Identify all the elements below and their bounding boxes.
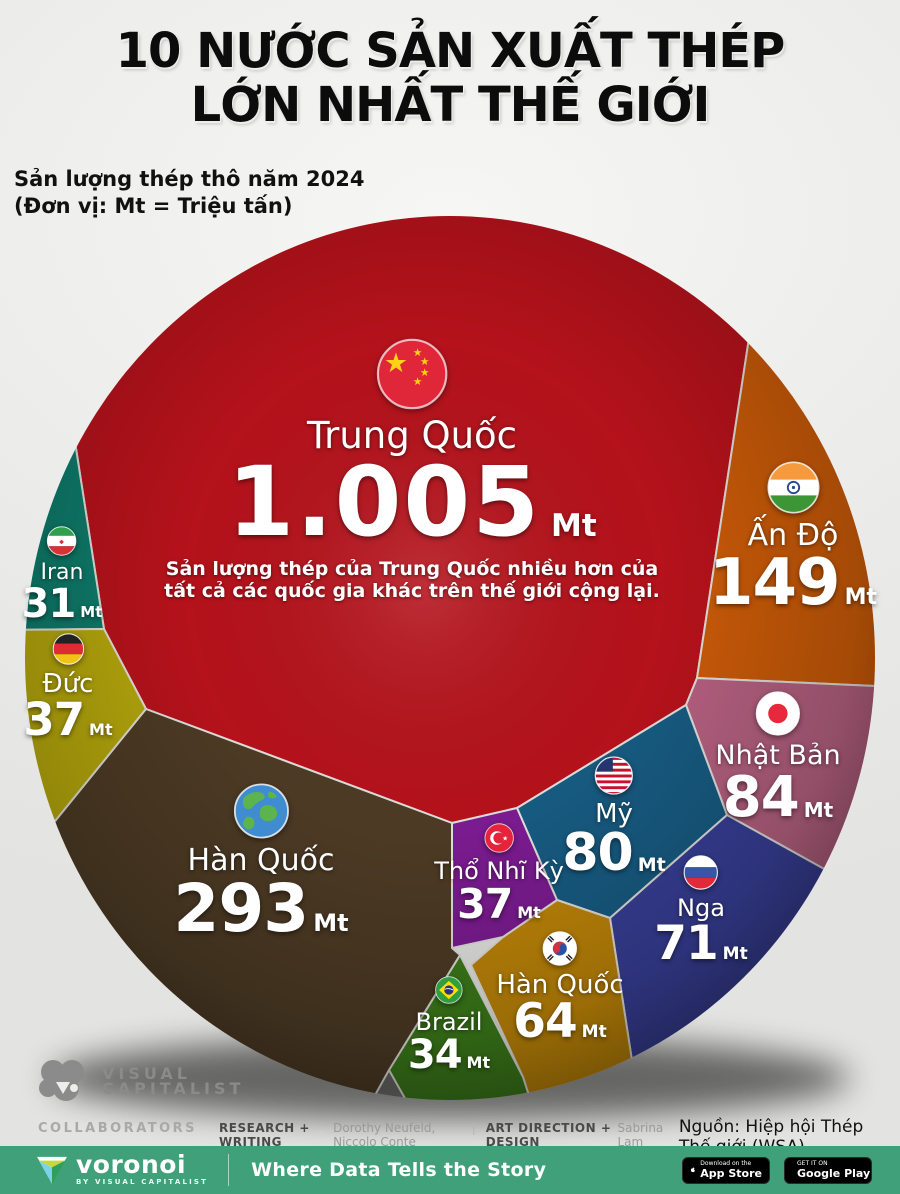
voronoi-wordmark: voronoi bbox=[76, 1150, 187, 1179]
research-names: Dorothy Neufeld, Niccolo Conte bbox=[333, 1121, 436, 1149]
app-store-badge-bottom: App Store bbox=[700, 1167, 762, 1180]
brand-bar: voronoi BY VISUAL CAPITALIST Where Data … bbox=[0, 1146, 900, 1194]
page-title-line1: 10 NƯỚC SẢN XUẤT THÉP bbox=[115, 23, 786, 79]
visual-capitalist-wordmark: VISUAL CAPITALIST bbox=[102, 1064, 245, 1098]
subtitle-line2: (Đơn vị: Mt = Triệu tấn) bbox=[14, 194, 293, 218]
visual-capitalist-icon bbox=[39, 1060, 84, 1101]
collaborators-label: COLLABORATORS bbox=[38, 1121, 198, 1136]
google-play-badge-bottom: Google Play bbox=[797, 1167, 871, 1180]
circle-vignette bbox=[25, 216, 875, 1100]
page-title-line2: LỚN NHẤT THẾ GIỚI bbox=[190, 77, 711, 133]
credits-row: COLLABORATORS RESEARCH + WRITING Dorothy… bbox=[38, 1117, 900, 1157]
page-title: 10 NƯỚC SẢN XUẤT THÉP LỚN NHẤT THẾ GIỚI bbox=[0, 24, 900, 132]
voronoi-logo[interactable]: voronoi BY VISUAL CAPITALIST bbox=[36, 1150, 209, 1186]
bar-divider bbox=[228, 1154, 230, 1186]
credits-divider: | bbox=[471, 1121, 476, 1135]
subtitle-line1: Sản lượng thép thô năm 2024 bbox=[14, 167, 365, 191]
bar-tagline: Where Data Tells the Story bbox=[251, 1159, 547, 1181]
app-store-badge-top: Download on the bbox=[700, 1160, 752, 1167]
google-play-badge-top: GET IT ON bbox=[797, 1160, 828, 1167]
voronoi-icon bbox=[37, 1156, 67, 1185]
page-subtitle: Sản lượng thép thô năm 2024 (Đơn vị: Mt … bbox=[14, 166, 365, 220]
store-badges: Download on the App Store GET IT ON Goog… bbox=[682, 1156, 872, 1184]
app-store-badge[interactable]: Download on the App Store bbox=[682, 1156, 770, 1184]
research-label: RESEARCH + WRITING bbox=[219, 1121, 310, 1149]
design-label: ART DIRECTION + DESIGN bbox=[485, 1121, 612, 1149]
design-name: Sabrina Lam bbox=[617, 1121, 664, 1149]
voronoi-byline: BY VISUAL CAPITALIST bbox=[76, 1178, 209, 1186]
visual-capitalist-logo: VISUAL CAPITALIST bbox=[36, 1058, 244, 1104]
google-play-badge[interactable]: GET IT ON Google Play bbox=[784, 1156, 872, 1184]
apple-icon bbox=[690, 1167, 695, 1173]
